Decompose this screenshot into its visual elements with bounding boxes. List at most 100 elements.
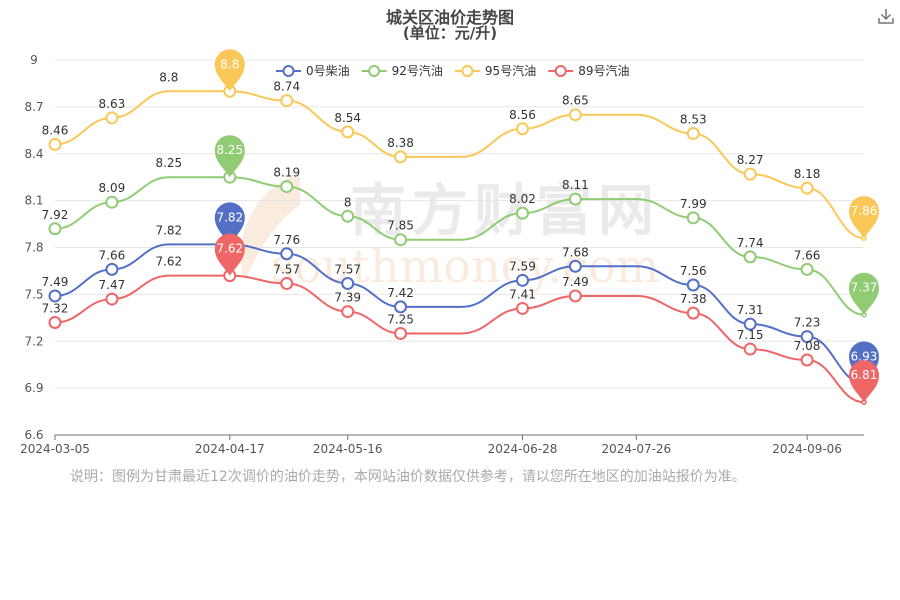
data-point: [743, 167, 757, 181]
data-label: 7.62: [155, 255, 182, 269]
data-label: 7.47: [99, 278, 126, 292]
data-label: 7.38: [680, 292, 707, 306]
data-label: 8.25: [155, 156, 182, 170]
data-point: [341, 276, 355, 290]
data-point: [686, 126, 700, 140]
data-label: 8.02: [509, 192, 536, 206]
y-tick-label: 7.2: [24, 334, 43, 348]
data-point: [568, 259, 582, 273]
series-line: [54, 176, 865, 316]
y-tick-label: 9: [30, 53, 38, 67]
data-label: 8.63: [99, 97, 126, 111]
min-pin-shape: [849, 196, 879, 239]
data-label: 7.49: [562, 275, 589, 289]
watermark-swoosh: [240, 175, 300, 280]
data-label: 8.46: [42, 123, 69, 137]
data-label: 7.23: [794, 316, 821, 330]
data-label: 8.09: [99, 181, 126, 195]
y-tick-label: 6.6: [24, 428, 43, 442]
max-pin-label: 8.8: [220, 57, 239, 71]
chart-note: 说明：图例为甘肃最近12次调价的油价走势，本网站油价数据仅供参考，请以您所在地区…: [70, 469, 746, 485]
data-point: [743, 342, 757, 356]
data-point: [800, 353, 814, 367]
data-point: [800, 181, 814, 195]
data-point: [105, 292, 119, 306]
data-label: 7.66: [794, 248, 821, 262]
x-tick-label: 2024-04-17: [195, 442, 265, 456]
max-pin: 7.82: [214, 202, 245, 245]
data-point: [800, 330, 814, 344]
data-label: 8.74: [273, 80, 300, 94]
y-tick-label: 8.1: [24, 194, 43, 208]
data-label: 7.68: [562, 245, 589, 259]
data-label: 7.82: [155, 223, 182, 237]
max-pin-label: 8.25: [216, 143, 243, 157]
series-line: [54, 243, 865, 385]
legend-item-label: 95号汽油: [485, 63, 536, 78]
data-point: [568, 192, 582, 206]
data-point: [568, 108, 582, 122]
min-pin-label: 6.81: [851, 368, 878, 382]
data-point: [686, 278, 700, 292]
data-point: [280, 247, 294, 261]
data-label: 7.76: [273, 233, 300, 247]
data-label: 7.56: [680, 264, 707, 278]
data-point: [686, 211, 700, 225]
data-point: [105, 195, 119, 209]
data-label: 7.15: [737, 328, 764, 342]
min-pin: 7.37: [849, 272, 879, 315]
data-label: 8.11: [562, 178, 589, 192]
data-label: 8.8: [159, 70, 178, 84]
data-label: 7.32: [42, 302, 69, 316]
chart-subtitle: (单位：元/升): [402, 24, 498, 42]
x-tick-label: 2024-09-06: [772, 442, 842, 456]
data-point: [280, 94, 294, 108]
data-point: [743, 250, 757, 264]
max-pin: 8.25: [214, 135, 245, 178]
data-point: [800, 262, 814, 276]
data-label: 7.59: [509, 259, 536, 273]
x-tick-label: 2024-03-05: [20, 442, 90, 456]
data-label: 7.85: [387, 219, 414, 233]
max-pin-label: 7.62: [216, 242, 243, 256]
legend-swatch-marker: [554, 65, 567, 77]
x-tick-label: 2024-07-26: [601, 442, 671, 456]
data-label: 7.39: [334, 291, 361, 305]
chart-title: 城关区油价走势图: [385, 8, 514, 27]
data-point: [280, 276, 294, 290]
max-pin-shape: [214, 49, 245, 92]
y-tick-label: 7.8: [24, 241, 43, 255]
x-tick-label: 2024-05-16: [313, 442, 383, 456]
data-point: [516, 273, 530, 287]
min-pin-label: 6.93: [851, 349, 878, 363]
legend-item-label: 89号汽油: [578, 63, 629, 78]
y-tick-label: 8.4: [24, 147, 43, 161]
data-point: [516, 301, 530, 315]
download-icon-glyph: [878, 9, 894, 24]
legend-item-label: 92号汽油: [392, 63, 443, 78]
max-pin: 8.8: [214, 49, 245, 92]
min-pin-shape: [849, 360, 879, 403]
watermark-text-cn: 南方财富网: [350, 179, 660, 244]
data-point: [394, 300, 408, 314]
data-label: 7.08: [794, 339, 821, 353]
data-label: 7.57: [273, 262, 300, 276]
data-point: [568, 289, 582, 303]
data-label: 8.27: [737, 153, 764, 167]
data-point: [394, 326, 408, 340]
data-point: [686, 306, 700, 320]
data-label: 7.74: [737, 236, 764, 250]
download-icon[interactable]: [876, 6, 896, 26]
data-point: [48, 222, 62, 236]
data-label: 8.18: [794, 167, 821, 181]
min-pin-label: 7.86: [851, 204, 878, 218]
data-point: [743, 317, 757, 331]
data-label: 8.54: [334, 111, 361, 125]
min-pin-shape: [849, 272, 879, 315]
data-point: [105, 262, 119, 276]
data-label: 8: [344, 195, 352, 209]
x-tick-label: 2024-06-28: [488, 442, 558, 456]
data-point: [48, 137, 62, 151]
data-label: 7.25: [387, 312, 414, 326]
